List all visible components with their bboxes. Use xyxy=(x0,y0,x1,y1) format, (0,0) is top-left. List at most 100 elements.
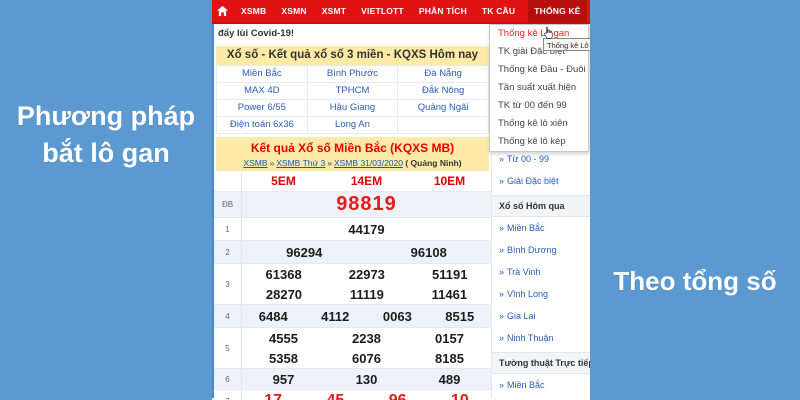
dropdown-item-thong-ke-lo-kep[interactable]: Thống kê lô kép xyxy=(498,136,566,147)
breadcrumb-link-xsmb-31-03-2020[interactable]: XSMB 31/03/2020 xyxy=(334,158,403,168)
lottery-site-screenshot: XSMB XSMN XSMT VIETLOTT PHÂN TÍCH TK CẦU THỐNG… xyxy=(212,0,590,400)
lottery-number: 4112 xyxy=(321,308,350,324)
sidebar-link-gia-lai[interactable]: » Gia Lai xyxy=(492,305,590,327)
sidebar-link-label: Giải Đặc biệt xyxy=(507,176,559,186)
lottery-number: 11119 xyxy=(349,286,384,302)
covid-notice: đẩy lùi Covid-19! xyxy=(214,24,491,45)
region-link-power-6-55[interactable]: Power 6/55 xyxy=(217,100,308,117)
sidebar-link-tra-vinh[interactable]: » Trà Vinh xyxy=(492,261,590,283)
nav-item-tk-cau[interactable]: TK CẦU xyxy=(481,6,516,16)
lottery-number: 28270 xyxy=(265,286,303,302)
result-row-5: 5 4555 2238 0157 5358 6076 8185 xyxy=(214,328,491,369)
nav-item-xsmn[interactable]: XSMN xyxy=(281,6,307,16)
region-link-dak-nong[interactable]: Đắk Nông xyxy=(398,83,489,100)
lottery-number: 4555 xyxy=(269,330,298,346)
lottery-number: 5358 xyxy=(269,350,298,366)
nav-items: XSMB XSMN XSMT VIETLOTT PHÂN TÍCH TK CẦU THỐNG… xyxy=(239,0,590,22)
dropdown-item-thong-ke-lo-xien[interactable]: Thống kê lô xiên xyxy=(498,118,568,129)
main-column: đẩy lùi Covid-19! Xổ số - Kết quả xổ số … xyxy=(212,24,491,400)
breadcrumb-suffix: ( Quảng Ninh) xyxy=(403,158,462,168)
lottery-number: 11461 xyxy=(431,286,468,302)
region-links-table: Miền Bắc Bình Phước Đà Nẵng MAX 4D TPHCM Đắk … xyxy=(216,65,489,134)
dropdown-tooltip: Thống kê Lô xyxy=(543,38,590,51)
region-link-hau-giang[interactable]: Hậu Giang xyxy=(307,100,399,117)
lottery-number: 489 xyxy=(438,371,461,387)
lottery-number: 6484 xyxy=(258,308,288,324)
result-title: Kết quả Xổ số Miền Bắc (KQXS MB) xyxy=(250,141,455,155)
nav-item-xsmt[interactable]: XSMT xyxy=(321,6,347,16)
lottery-number: 96108 xyxy=(410,244,447,260)
region-link-da-nang[interactable]: Đà Nẵng xyxy=(398,66,489,83)
region-link-mien-bac[interactable]: Miền Bắc xyxy=(217,66,308,83)
nav-item-phan-tich[interactable]: PHÂN TÍCH xyxy=(418,6,467,16)
prize-numbers: 44179 xyxy=(242,218,491,240)
col-header-5em: 5EM xyxy=(271,174,296,188)
region-link-long-an[interactable]: Long An xyxy=(307,117,399,134)
sidebar-link-mien-bac[interactable]: » Miền Bắc xyxy=(492,217,590,239)
lottery-number: 96294 xyxy=(286,244,323,260)
result-header: Kết quả Xổ số Miền Bắc (KQXS MB) XSMB» XS… xyxy=(216,137,489,171)
region-link-binh-phuoc[interactable]: Bình Phước xyxy=(307,66,399,83)
breadcrumb-link-xsmb[interactable]: XSMB xyxy=(243,158,268,168)
lottery-number: 51191 xyxy=(432,266,468,282)
home-icon[interactable] xyxy=(217,6,228,16)
prize-label: 7 xyxy=(214,390,242,400)
region-link-quang-ngai[interactable]: Quảng Ngãi xyxy=(398,100,489,117)
link-bullet: » xyxy=(499,176,505,186)
sidebar-link-label: Vĩnh Long xyxy=(507,289,549,299)
result-row-4: 4 6484 4112 0063 8515 xyxy=(214,305,491,328)
region-link-tphcm[interactable]: TPHCM xyxy=(307,83,399,100)
sidebar-link-tu-00-99[interactable]: » Từ 00 - 99 xyxy=(492,148,590,170)
lottery-number: 10 xyxy=(451,392,469,400)
prize-numbers: 957 130 489 xyxy=(242,369,491,389)
link-bullet: » xyxy=(499,380,505,390)
lottery-number: 2238 xyxy=(352,330,381,346)
region-link-max-4d[interactable]: MAX 4D xyxy=(217,83,308,100)
nav-item-thong-ke[interactable]: THỐNG KÊ xyxy=(528,0,587,22)
lottery-number: 0063 xyxy=(382,308,412,324)
number-line: 96294 96108 xyxy=(242,241,491,263)
dropdown-item-thong-ke-dau-duoi[interactable]: Thống kê Đầu - Đuôi xyxy=(498,64,586,75)
sidebar-section-header-xo-so-hom-qua: Xổ số Hôm qua xyxy=(492,195,590,217)
lottery-number: 96 xyxy=(389,392,407,400)
result-row-6: 6 957 130 489 xyxy=(214,369,491,390)
dropdown-item-tk-tu-00-den-99[interactable]: TK từ 00 đến 99 xyxy=(498,100,567,111)
link-bullet: » xyxy=(499,333,505,343)
sidebar-link-label: Miền Bắc xyxy=(507,380,545,390)
breadcrumb-link-xsmb-thu-3[interactable]: XSMB Thứ 3 xyxy=(276,158,326,168)
prize-numbers: 6484 4112 0063 8515 xyxy=(242,305,491,327)
lottery-number: 957 xyxy=(272,371,295,387)
link-bullet: » xyxy=(499,289,505,299)
prize-label: 5 xyxy=(214,328,242,368)
sidebar-link-label: Ninh Thuận xyxy=(507,333,554,343)
prize-numbers: 61368 22973 51191 28270 11119 11461 xyxy=(242,264,491,304)
lottery-number: 8185 xyxy=(435,350,464,366)
result-column-headers: 5EM 14EM 10EM xyxy=(214,171,491,192)
sidebar-link-binh-duong[interactable]: » Bình Dương xyxy=(492,239,590,261)
result-row-1: 1 44179 xyxy=(214,218,491,241)
sidebar-link-vinh-long[interactable]: » Vĩnh Long xyxy=(492,283,590,305)
sidebar-link-giai-dac-biet[interactable]: » Giải Đặc biệt xyxy=(492,170,590,192)
link-bullet: » xyxy=(499,311,505,321)
number-line: 17 45 96 10 xyxy=(242,390,491,400)
left-caption: Phương pháp bắt lô gan xyxy=(0,98,212,172)
nav-item-vietlott[interactable]: VIETLOTT xyxy=(361,6,404,16)
prize-numbers: 4555 2238 0157 5358 6076 8185 xyxy=(242,328,491,368)
nav-item-xsmb[interactable]: XSMB xyxy=(241,6,267,16)
dropdown-item-tan-suat-xuat-hien[interactable]: Tần suất xuất hiện xyxy=(498,82,577,93)
region-link-dien-toan-6x36[interactable]: Điện toán 6x36 xyxy=(217,117,308,134)
prize-label: 2 xyxy=(214,241,242,263)
sidebar-link-mien-trung[interactable]: »Miền Trung xyxy=(492,396,590,400)
number-line: 6484 4112 0063 8515 xyxy=(242,305,491,327)
number-line: 44179 xyxy=(242,218,491,240)
dropdown-item-thong-ke-lo-gan[interactable]: Thống kê Lô gan xyxy=(498,28,570,39)
sidebar-link-ninh-thuan[interactable]: » Ninh Thuận xyxy=(492,327,590,349)
top-navbar: XSMB XSMN XSMT VIETLOTT PHÂN TÍCH TK CẦU THỐNG… xyxy=(212,0,590,24)
dropdown-item-tk-giai-dac-biet[interactable]: TK giải Đặc biệt xyxy=(498,46,566,57)
result-row-7: 7 17 45 96 10 xyxy=(214,390,491,400)
prize-numbers: 96294 96108 xyxy=(242,241,491,263)
prize-label: ĐB xyxy=(214,192,242,217)
sidebar-link-mien-bac[interactable]: » Miền Bắc xyxy=(492,374,590,396)
lottery-number: 17 xyxy=(264,392,282,400)
region-cell-empty xyxy=(398,117,489,134)
